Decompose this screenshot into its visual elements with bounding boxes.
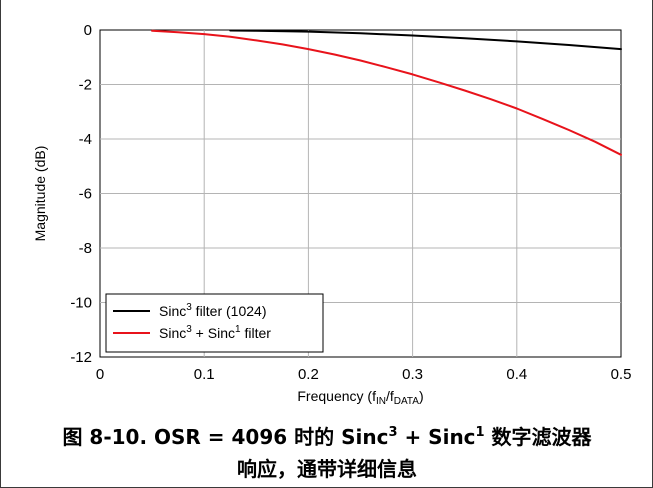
legend-label-sinc3-sinc1: Sinc3 + Sinc1 filter bbox=[159, 324, 271, 341]
y-tick-label: -4 bbox=[79, 131, 92, 148]
legend-box bbox=[105, 293, 324, 353]
y-tick-label: -12 bbox=[70, 349, 92, 366]
figure-caption-line2: 响应，通带详细信息 bbox=[237, 457, 417, 481]
x-tick-label: 0.4 bbox=[506, 366, 527, 383]
y-axis-label: Magnitude (dB) bbox=[32, 146, 48, 242]
series-line-sinc3-sinc1 bbox=[151, 29, 622, 156]
x-tick-label: 0.2 bbox=[298, 366, 319, 383]
y-tick-labels: 0 -2 -4 -6 -8 -10 -12 bbox=[70, 22, 92, 366]
x-tick-labels: 0 0.1 0.2 0.3 0.4 0.5 bbox=[96, 366, 632, 383]
y-tick-label: -2 bbox=[79, 77, 92, 94]
x-tick-label: 0.5 bbox=[611, 366, 632, 383]
x-tick-label: 0.3 bbox=[402, 366, 423, 383]
x-tick-label: 0 bbox=[96, 366, 104, 383]
figure-caption-line1: 图 8-10. OSR = 4096 时的 Sinc3 + Sinc1 数字滤波… bbox=[62, 425, 592, 449]
series-lines bbox=[151, 29, 622, 156]
legend: Sinc3 filter (1024) Sinc3 + Sinc1 filter bbox=[105, 293, 324, 353]
series-line-sinc3 bbox=[229, 29, 622, 51]
y-tick-label: -6 bbox=[79, 186, 92, 203]
x-axis-label: Frequency (fIN/fDATA) bbox=[297, 388, 423, 407]
x-tick-label: 0.1 bbox=[194, 366, 215, 383]
y-tick-label: -8 bbox=[79, 240, 92, 257]
legend-label-sinc3: Sinc3 filter (1024) bbox=[159, 302, 267, 319]
y-tick-label: 0 bbox=[84, 22, 92, 39]
y-tick-label: -10 bbox=[70, 295, 92, 312]
